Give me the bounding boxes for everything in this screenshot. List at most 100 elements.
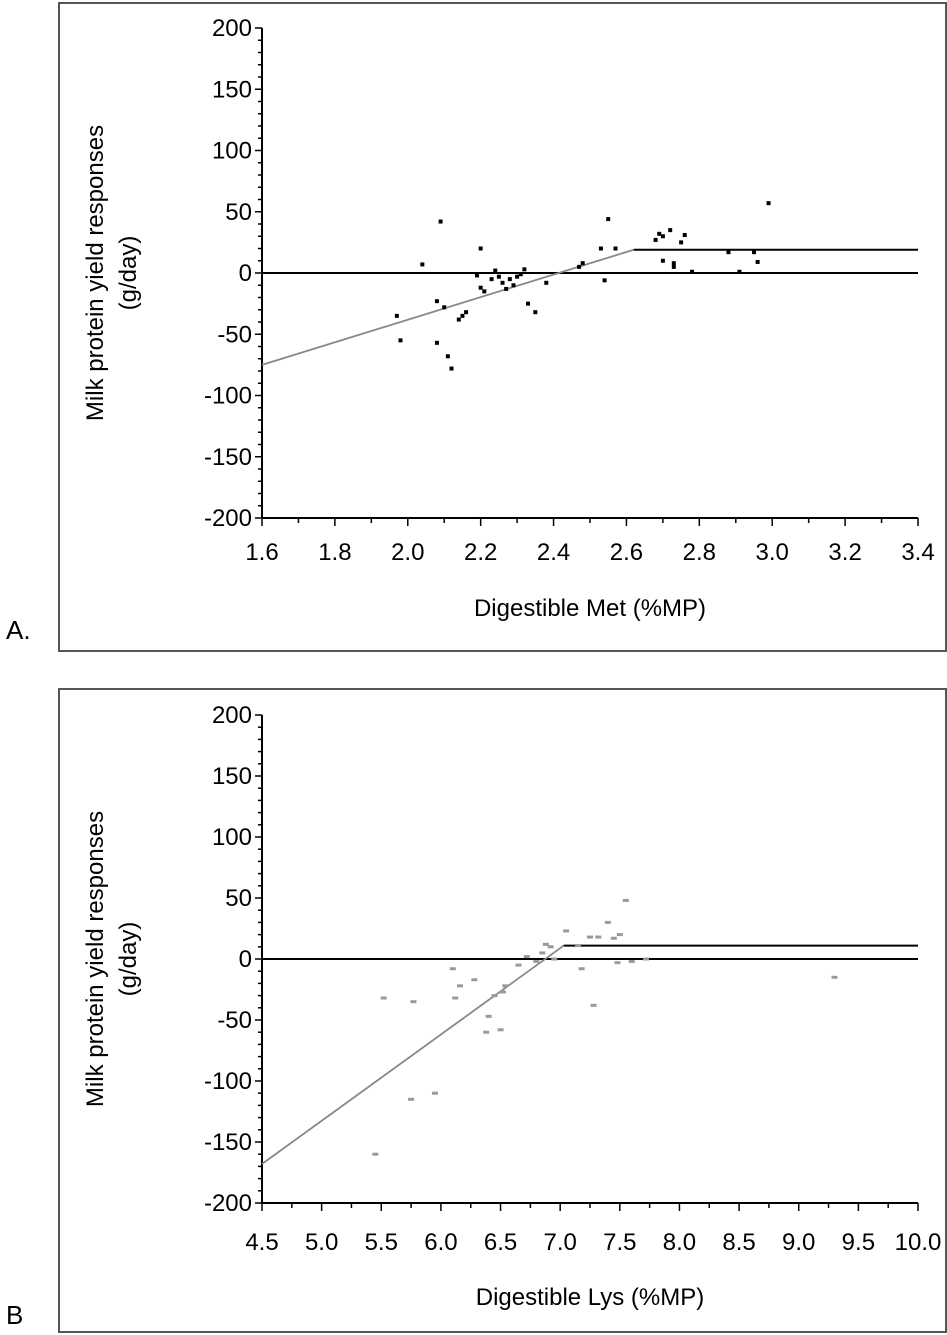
- chart-a-x-axis-title: Digestible Met (%MP): [474, 595, 706, 622]
- chart-b-y-tick-label: -50: [217, 1007, 252, 1034]
- chart-a-data-point: [668, 228, 673, 233]
- chart-a-y-tick-label: 50: [225, 199, 252, 226]
- chart-b-x-tick-label: 10.0: [895, 1229, 942, 1256]
- chart-a-y-axis-title: Milk protein yield responses: [82, 125, 109, 421]
- chart-a-data-point: [690, 269, 695, 274]
- chart-a-data-point: [478, 285, 483, 290]
- chart-b-data-point: [497, 1028, 504, 1032]
- chart-a-x-tick-label: 1.8: [318, 539, 351, 566]
- chart-a-data-point: [613, 246, 618, 251]
- chart-b-y-tick-label: 0: [239, 946, 252, 973]
- chart-a-data-point: [449, 366, 454, 371]
- chart-b-data-point: [456, 984, 463, 988]
- chart-a-data-point: [442, 305, 447, 310]
- chart-b-data-point: [587, 935, 593, 939]
- chart-b-y-tick-label: -200: [204, 1190, 252, 1217]
- chart-b-data-point: [452, 996, 459, 1000]
- chart-b-y-tick-label: 150: [212, 763, 252, 790]
- chart-b-data-point: [523, 955, 530, 959]
- chart-a-data-point: [456, 317, 461, 322]
- chart-b-x-tick-label: 7.5: [603, 1229, 636, 1256]
- chart-b-data-point: [547, 945, 554, 949]
- chart-b-x-tick-label: 9.5: [842, 1229, 875, 1256]
- chart-b-data-point: [595, 935, 602, 939]
- chart-a-x-tick-label: 2.0: [391, 539, 424, 566]
- chart-b-y-axis-title-unit: (g/day): [115, 922, 142, 997]
- chart-b-data-point: [542, 942, 549, 946]
- chart-a-y-tick-label: -50: [217, 321, 252, 348]
- chart-b-x-tick-label: 6.0: [424, 1229, 457, 1256]
- chart-a-data-point: [496, 274, 501, 279]
- chart-a-y-tick-label: 100: [212, 138, 252, 165]
- chart-b-x-tick-label: 8.0: [663, 1229, 696, 1256]
- chart-a-x-tick-label: 2.8: [683, 539, 716, 566]
- chart-b-data-point: [590, 1003, 597, 1007]
- chart-b-data-point: [616, 933, 623, 937]
- chart-a-x-tick-label: 3.0: [756, 539, 789, 566]
- chart-b-y-tick-label: 100: [212, 824, 252, 851]
- chart-a-fit-slope: [261, 248, 634, 366]
- chart-b-data-point: [449, 967, 456, 971]
- chart-a-data-point: [434, 299, 439, 304]
- chart-a-data-point: [511, 283, 516, 288]
- chart-a-data-point: [500, 280, 505, 285]
- chart-b-data-point: [408, 1097, 415, 1101]
- chart-a-data-point: [766, 201, 771, 206]
- chart-a-data-point: [478, 246, 483, 251]
- chart-a-data-point: [657, 231, 662, 236]
- chart-b-data-point: [431, 1091, 438, 1095]
- chart-a-data-point: [515, 274, 520, 279]
- chart-b-x-tick-label: 6.5: [484, 1229, 517, 1256]
- chart-a-data-point: [737, 269, 742, 274]
- chart-a-data-point: [598, 246, 603, 251]
- chart-b-x-tick-label: 5.0: [305, 1229, 338, 1256]
- chart-b-frame: [58, 688, 947, 1333]
- chart-b-data-point: [622, 898, 629, 902]
- chart-a-data-point: [518, 272, 523, 277]
- chart-b-data-point: [578, 967, 585, 971]
- chart-b-y-tick-label: -150: [204, 1129, 252, 1156]
- chart-a-data-point: [438, 219, 443, 224]
- chart-a-data-point: [660, 258, 665, 263]
- chart-a-y-axis-title-unit: (g/day): [115, 236, 142, 311]
- chart-b-data-point: [551, 957, 558, 961]
- chart-a-data-point: [606, 217, 611, 222]
- chart-a-data-point: [660, 234, 665, 239]
- chart-a-data-point: [679, 240, 684, 245]
- chart-b-data-point: [831, 975, 838, 979]
- chart-a-data-point: [460, 313, 465, 318]
- chart-a-data-point: [533, 310, 538, 315]
- chart-a-data-point: [726, 250, 731, 255]
- chart-b-data-point: [483, 1030, 490, 1034]
- chart-a-frame: [58, 2, 947, 652]
- chart-a-data-point: [398, 338, 403, 343]
- chart-b-data-point: [491, 994, 498, 998]
- chart-b-y-axis-title: Milk protein yield responses: [82, 811, 109, 1107]
- chart-b-data-point: [628, 959, 635, 963]
- chart-b-data-point: [410, 1000, 417, 1004]
- chart-a-data-point: [580, 261, 585, 266]
- chart-a-x-tick-label: 2.2: [464, 539, 497, 566]
- chart-a-data-point: [504, 286, 509, 291]
- chart-b-data-point: [485, 1014, 492, 1018]
- chart-b-data-point: [539, 951, 546, 955]
- chart-a-x-tick-label: 1.6: [245, 539, 278, 566]
- chart-a-data-point: [544, 280, 549, 285]
- chart-a-data-point: [464, 310, 469, 315]
- chart-b-data-point: [643, 957, 650, 961]
- chart-a-data-point: [434, 340, 439, 345]
- chart-b-x-tick-label: 4.5: [245, 1229, 278, 1256]
- chart-b-y-tick-label: 200: [212, 702, 252, 729]
- chart-a-data-point: [602, 278, 607, 283]
- chart-b-data-point: [563, 929, 570, 933]
- chart-b-y-tick-label: 50: [225, 885, 252, 912]
- chart-b-data-point: [499, 990, 506, 994]
- chart-b-data-point: [515, 963, 522, 967]
- chart-a-data-point: [489, 277, 494, 282]
- chart-b-data-point: [380, 996, 387, 1000]
- chart-a-y-tick-label: -150: [204, 444, 252, 471]
- chart-a-x-tick-label: 3.2: [828, 539, 861, 566]
- chart-a-data-point: [577, 264, 582, 269]
- chart-b-x-tick-label: 8.5: [722, 1229, 755, 1256]
- chart-a-data-point: [420, 262, 425, 267]
